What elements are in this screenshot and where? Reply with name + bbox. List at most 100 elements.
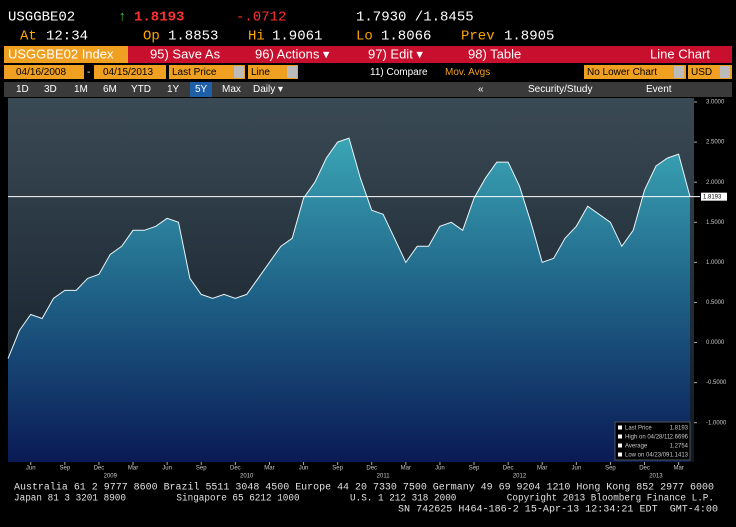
net-change: -.0712 [236, 10, 286, 26]
style-box[interactable] [248, 65, 298, 79]
x-tick-label: Sep [332, 466, 343, 472]
x-tick-label: Mar [673, 466, 683, 472]
last-price-tag [701, 192, 727, 201]
dropdown-arrow[interactable] [234, 66, 244, 78]
legend-swatch [618, 443, 622, 448]
x-tick-label: Dec [366, 466, 377, 472]
toolbar-button[interactable]: 98) Table [468, 46, 521, 61]
footer-line: Japan 81 3 3201 8900 Singapore 65 6212 1… [14, 493, 714, 505]
x-tick-label: Mar [128, 466, 138, 472]
security-study[interactable]: Security/Study [528, 84, 592, 95]
period-button[interactable]: 6M [103, 84, 117, 95]
x-tick-label: Sep [469, 466, 480, 472]
period-button[interactable]: 1M [74, 84, 88, 95]
dropdown-arrow[interactable] [720, 66, 730, 78]
up-arrow: ↑ [118, 10, 126, 26]
period-buttons: 1D 3D 1M 6M YTD 1Y 5Y Max [16, 82, 241, 97]
ticker: USGGBE02 [8, 10, 75, 26]
security-box[interactable] [4, 46, 128, 63]
end-date-box[interactable] [94, 65, 166, 79]
compare[interactable]: 11) Compare [370, 67, 428, 78]
x-tick-label: Mar [401, 466, 411, 472]
y-tick-label: 2.0000 [706, 180, 725, 186]
view-name: Line Chart [650, 46, 710, 61]
year-label: 2009 [104, 474, 118, 480]
x-tick-label: Sep [605, 466, 616, 472]
toolbar-button[interactable]: 95) Save As [150, 46, 221, 61]
x-tick-label: Dec [639, 466, 650, 472]
time-label: At [20, 29, 37, 45]
legend-label: High on 04/28/11 [625, 435, 671, 441]
legend-swatch [618, 452, 622, 457]
legend-label: Last Price [625, 426, 652, 432]
start-date-box[interactable] [4, 65, 84, 79]
y-tick-label: 0.5000 [706, 300, 725, 306]
prev-label: Prev [461, 29, 495, 45]
field-box[interactable] [169, 65, 245, 79]
lower-chart[interactable]: No Lower Chart [587, 67, 657, 78]
period-button[interactable]: 1Y [167, 84, 180, 95]
y-tick-label: -1.0000 [706, 420, 727, 426]
event[interactable]: Event [646, 84, 672, 95]
legend-swatch [618, 425, 622, 430]
active-period[interactable] [190, 82, 212, 97]
x-tick-label: Dec [230, 466, 241, 472]
bid-ask: 1.7930 /1.8455 [356, 10, 474, 26]
last-price-label: 1.8193 [703, 194, 722, 200]
end-date[interactable]: 04/15/2013 [103, 67, 153, 78]
legend-value: -1.1413 [668, 453, 689, 459]
date-dash: - [87, 67, 90, 78]
y-tick-label: 0.0000 [706, 340, 725, 346]
collapse[interactable]: « [478, 84, 484, 95]
footer: Australia 61 2 9777 8600 Brazil 5511 304… [14, 482, 718, 516]
x-tick-label: Jun [26, 466, 36, 472]
dropdown-arrow[interactable] [674, 66, 684, 78]
period-button[interactable]: 5Y [195, 84, 208, 95]
x-tick-label: Mar [264, 466, 274, 472]
high-label: Hi [248, 29, 265, 45]
x-tick-label: Jun [299, 466, 309, 472]
open: 1.8853 [168, 29, 218, 45]
period-button[interactable]: YTD [131, 84, 151, 95]
y-tick-label: -0.5000 [706, 380, 727, 386]
plot: 3.0000 2.5000 2.0000 1.5000 1.0000 0.5000 0.00… [7, 100, 727, 480]
toolbar-button[interactable]: 96) Actions ▾ [255, 46, 330, 61]
x-tick-label: Dec [94, 466, 105, 472]
legend-value: 1.8193 [670, 426, 689, 432]
toolbar [4, 46, 732, 63]
x-tick-label: Dec [503, 466, 514, 472]
field[interactable]: Last Price [172, 67, 217, 78]
lower-box[interactable] [584, 65, 686, 79]
time: 12:34 [46, 29, 88, 45]
frequency[interactable]: Daily ▾ [253, 84, 283, 95]
mov-avgs[interactable]: Mov. Avgs [445, 67, 490, 78]
period-button[interactable]: 1D [16, 84, 29, 95]
start-date[interactable]: 04/16/2008 [16, 67, 66, 78]
x-tick-label: Jun [162, 466, 172, 472]
x-tick-label: Mar [537, 466, 547, 472]
footer-line: Australia 61 2 9777 8600 Brazil 5511 304… [14, 482, 714, 494]
area [8, 138, 690, 462]
x-tick-label: Sep [196, 466, 207, 472]
low: 1.8066 [381, 29, 431, 45]
period-bar [4, 82, 732, 97]
year-label: 2011 [377, 474, 391, 480]
y-tick-label: 2.5000 [706, 140, 725, 146]
period-button[interactable]: Max [222, 84, 241, 95]
toolbar-button[interactable]: 97) Edit ▾ [368, 46, 423, 61]
currency[interactable]: USD [691, 67, 712, 78]
year-label: 2010 [240, 474, 254, 480]
year-label: 2012 [513, 474, 527, 480]
legend-value: 1.2754 [670, 444, 689, 450]
legend-box [614, 421, 691, 461]
style[interactable]: Line [251, 67, 270, 78]
line [7, 137, 691, 359]
year-label: 2013 [649, 474, 663, 480]
y-tick-label: 3.0000 [706, 100, 725, 106]
legend-label: Average [625, 444, 648, 450]
period-button[interactable]: 3D [44, 84, 57, 95]
security[interactable]: USGGBE02 Index [8, 46, 114, 61]
dropdown-arrow[interactable] [287, 66, 297, 78]
prev: 1.8905 [504, 29, 554, 45]
